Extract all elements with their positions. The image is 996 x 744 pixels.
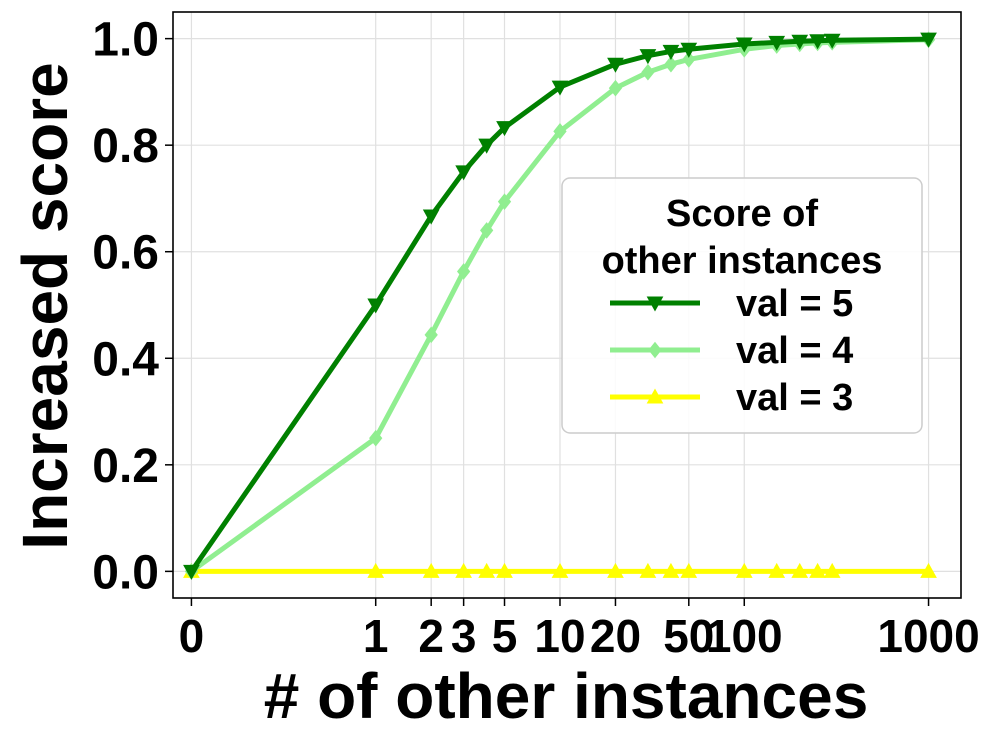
data-point: [735, 37, 753, 53]
data-point: [455, 165, 472, 181]
data-point: [680, 562, 698, 578]
x-axis-label: # of other instances: [264, 660, 869, 732]
data-point: [455, 562, 472, 578]
data-point: [422, 209, 440, 225]
data-point: [809, 562, 826, 578]
data-point: [478, 562, 496, 578]
series-val-5: [183, 32, 937, 580]
data-point: [639, 562, 657, 578]
data-point: [735, 562, 753, 578]
plot-frame: [172, 11, 962, 599]
legend-title-line-2: other instances: [602, 240, 883, 282]
y-tick-label: 0.6: [92, 227, 159, 280]
data-point: [367, 298, 385, 314]
legend-title-line-1: Score of: [666, 193, 818, 235]
series-val-3: [183, 562, 937, 578]
x-tick-label: 50: [663, 610, 714, 662]
legend-label: val = 4: [736, 330, 853, 372]
legend-marker: [648, 341, 662, 359]
y-axis-label: Increased score: [9, 62, 81, 549]
legend-entry: val = 5: [610, 283, 853, 325]
data-point: [456, 263, 471, 280]
legend-marker: [646, 296, 664, 312]
legend-label: val = 5: [736, 283, 853, 325]
data-point: [682, 51, 696, 68]
data-point: [496, 121, 513, 137]
data-point: [809, 34, 826, 50]
legend-entry: val = 3: [610, 377, 853, 419]
data-point: [768, 35, 786, 51]
data-point: [680, 42, 698, 58]
data-point: [480, 222, 494, 239]
legend-entry: val = 4: [610, 330, 853, 372]
y-axis: 0.0 0.2 0.4 0.6 0.8 1.0: [92, 14, 173, 599]
data-point: [367, 562, 385, 578]
x-tick-label: 2: [418, 610, 444, 662]
data-point: [920, 562, 937, 578]
legend-entries: val = 5 val = 4 val = 3: [610, 283, 853, 419]
x-tick-label: 1: [363, 610, 389, 662]
data-point: [639, 49, 657, 65]
y-tick-label: 0.2: [92, 440, 159, 493]
legend-label: val = 3: [736, 377, 853, 419]
x-tick-label: 0: [179, 610, 205, 662]
data-point: [183, 564, 200, 580]
x-tick-label: 3: [451, 610, 477, 662]
x-tick-label: 5: [492, 610, 518, 662]
x-tick-label: 10: [534, 610, 585, 662]
y-tick-label: 1.0: [92, 14, 159, 67]
legend-marker: [646, 388, 664, 404]
data-point: [497, 193, 512, 210]
data-point: [553, 123, 567, 140]
data-point: [551, 80, 569, 96]
data-point: [608, 79, 623, 97]
x-tick-label: 20: [590, 610, 641, 662]
x-tick-label: 1000: [877, 610, 979, 662]
data-point: [823, 562, 841, 578]
y-tick-label: 0.4: [92, 333, 159, 386]
data-point: [607, 57, 624, 73]
data-point: [607, 562, 624, 578]
data-point: [664, 55, 678, 73]
data-point: [791, 34, 809, 50]
data-point: [424, 326, 438, 344]
data-point: [662, 44, 680, 60]
legend-box: [561, 177, 923, 434]
y-tick-label: 0.0: [92, 546, 159, 599]
data-point: [496, 562, 513, 578]
data-point: [478, 138, 496, 154]
data-point: [920, 32, 937, 48]
series-layer: [183, 31, 937, 580]
data-point: [641, 63, 655, 81]
data-point: [422, 562, 440, 578]
data-point: [768, 562, 786, 578]
y-tick-label: 0.8: [92, 120, 159, 173]
data-point: [823, 33, 841, 49]
data-point: [791, 562, 809, 578]
data-point: [662, 562, 680, 578]
x-tick-label: 100: [706, 610, 783, 662]
data-point: [551, 562, 569, 578]
data-point: [369, 429, 383, 447]
